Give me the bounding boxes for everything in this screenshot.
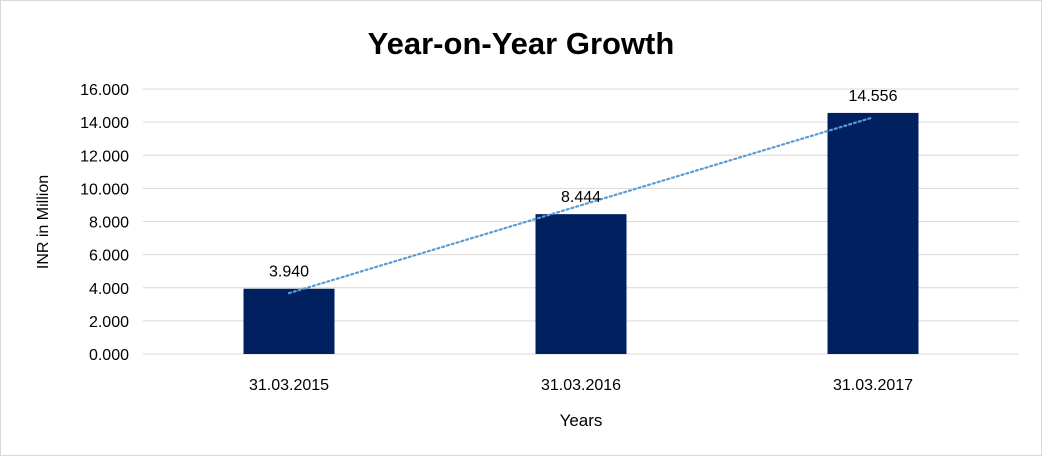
- y-tick-label: 0.000: [89, 347, 129, 364]
- data-label: 8.444: [561, 189, 601, 206]
- x-tick-label: 31.03.2017: [833, 377, 913, 394]
- x-tick-label: 31.03.2015: [249, 377, 329, 394]
- y-axis-ticks: 0.000 2.000 4.000 6.000 8.000 10.000 12.000 14.…: [80, 82, 129, 364]
- x-axis-ticks: 31.03.2015 31.03.2016 31.03.2017: [249, 377, 913, 394]
- y-tick-label: 4.000: [89, 281, 129, 298]
- bar: [827, 112, 919, 354]
- data-label: 3.940: [269, 264, 309, 281]
- x-tick-label: 31.03.2016: [541, 377, 621, 394]
- y-tick-label: 14.000: [80, 115, 129, 132]
- trendline-group: [287, 116, 875, 295]
- y-tick-label: 10.000: [80, 181, 129, 198]
- chart-title: Year-on-Year Growth: [368, 26, 675, 61]
- y-tick-label: 8.000: [89, 215, 129, 232]
- bar: [243, 288, 335, 354]
- y-axis-title: INR in Million: [35, 175, 52, 269]
- bars: [243, 112, 919, 354]
- trendline: [287, 116, 875, 295]
- x-axis-title: Years: [560, 411, 603, 430]
- y-tick-label: 16.000: [80, 82, 129, 99]
- y-tick-label: 6.000: [89, 248, 129, 265]
- data-labels: 3.940 8.444 14.556: [269, 88, 898, 281]
- y-tick-label: 2.000: [89, 314, 129, 331]
- bar: [535, 214, 627, 354]
- y-tick-label: 12.000: [80, 148, 129, 165]
- data-label: 14.556: [849, 88, 898, 105]
